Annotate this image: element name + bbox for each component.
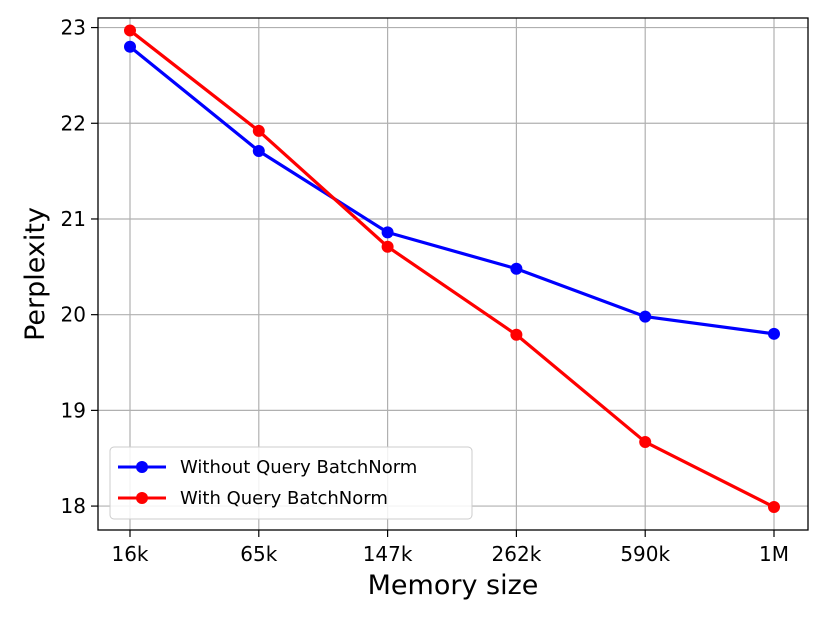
series-layer — [124, 24, 780, 514]
series-1 — [124, 40, 780, 340]
x-tick-label: 16k — [111, 542, 148, 566]
data-point — [252, 124, 265, 137]
y-tick-label: 22 — [61, 111, 86, 135]
x-axis-label: Memory size — [368, 570, 539, 601]
legend-marker-without-batchnorm — [136, 461, 148, 473]
data-point — [381, 240, 394, 253]
data-point — [768, 327, 780, 340]
x-tick-label: 65k — [240, 542, 277, 566]
y-tick-label: 21 — [61, 207, 86, 231]
data-point — [124, 40, 136, 53]
y-tick-label: 20 — [61, 303, 86, 327]
data-point — [252, 145, 265, 158]
data-point — [639, 310, 652, 323]
legend: Without Query BatchNorm With Query Batch… — [109, 446, 473, 520]
series-2 — [124, 24, 780, 514]
legend-box — [109, 446, 473, 520]
data-point — [639, 435, 652, 448]
x-tick-label: 147k — [363, 542, 413, 566]
legend-label-with-batchnorm: With Query BatchNorm — [180, 488, 388, 509]
data-point — [768, 501, 780, 514]
legend-label-without-batchnorm: Without Query BatchNorm — [180, 457, 417, 478]
y-tick-label: 23 — [61, 16, 86, 40]
plot-frame — [97, 17, 809, 531]
legend-marker-with-batchnorm — [136, 492, 148, 504]
x-tick-label: 590k — [620, 542, 670, 566]
series-line — [128, 45, 776, 336]
data-point — [381, 226, 394, 239]
y-tick-label: 18 — [61, 494, 86, 518]
y-axis-label: Perplexity — [20, 207, 51, 341]
data-point — [124, 24, 136, 37]
x-tick-label: 262k — [492, 542, 542, 566]
data-point — [510, 262, 523, 275]
y-tick-label: 19 — [61, 398, 86, 422]
x-tick-label: 1M — [759, 542, 789, 566]
series-line — [128, 28, 776, 509]
axis-ticks: 16k 65k 147k 262k 590k 1M 18 19 20 21 22 23 — [61, 16, 789, 566]
data-point — [510, 328, 523, 341]
